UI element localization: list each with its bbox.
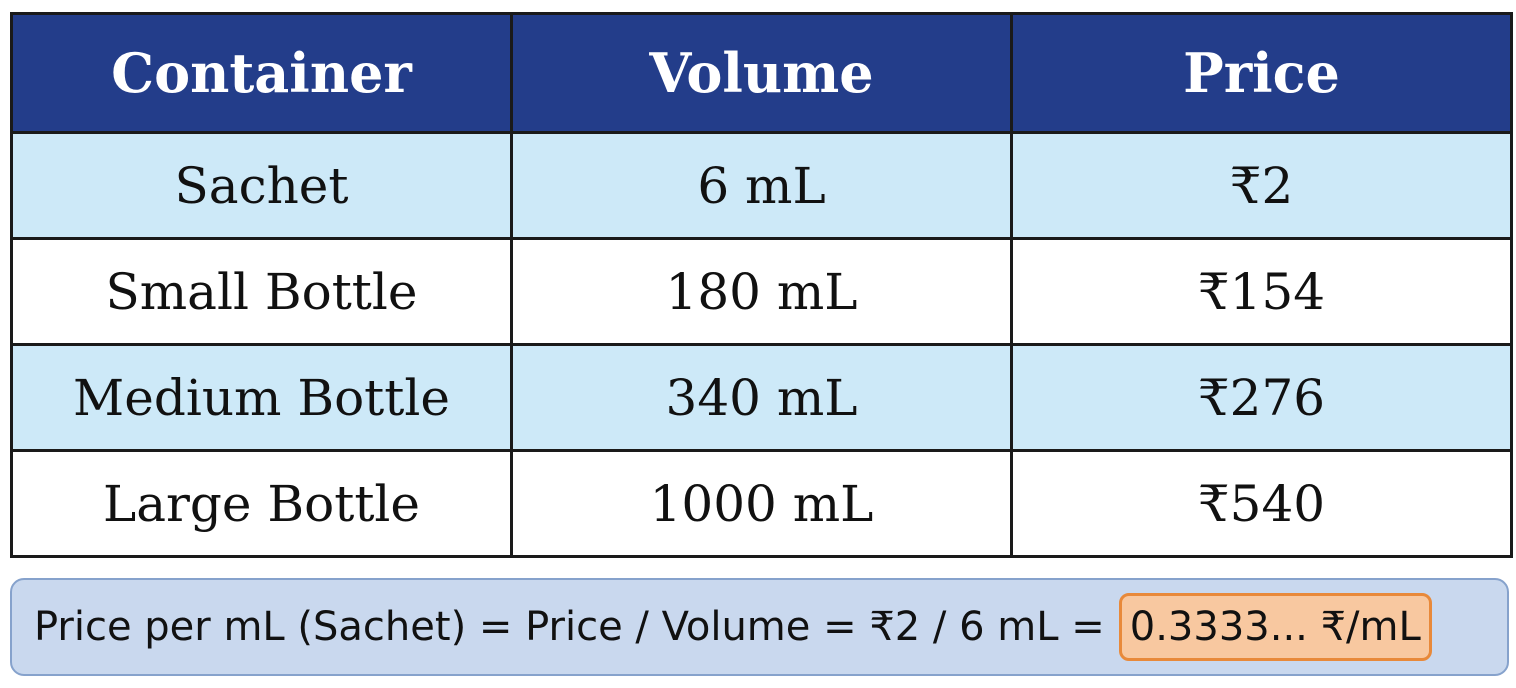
formula-text: Price per mL (Sachet) = Price / Volume =… [34,604,1105,650]
formula-box: Price per mL (Sachet) = Price / Volume =… [10,578,1509,676]
table-cell: ₹2 [1010,131,1513,240]
table-cell: 340 mL [510,343,1013,452]
table-cell: Medium Bottle [10,343,513,452]
header-cell: Price [1010,12,1513,134]
table-cell: ₹276 [1010,343,1513,452]
table-cell: 180 mL [510,237,1013,346]
table-cell: ₹540 [1010,449,1513,558]
table-row: Large Bottle 1000 mL ₹540 [10,449,1513,558]
table-row: Sachet 6 mL ₹2 [10,131,1513,240]
formula-result: 0.3333... ₹/mL [1118,593,1432,661]
table-cell: 1000 mL [510,449,1013,558]
table-body: Sachet 6 mL ₹2 Small Bottle 180 mL ₹154 Medium… [10,131,1513,558]
table-cell: Sachet [10,131,513,240]
table-cell: ₹154 [1010,237,1513,346]
table-cell: Large Bottle [10,449,513,558]
header-row: Container Volume Price [10,12,1513,134]
header-cell: Container [10,12,513,134]
table-cell: 6 mL [510,131,1013,240]
table-cell: Small Bottle [10,237,513,346]
price-table: Container Volume Price Sachet 6 mL ₹2 Small… [10,12,1513,558]
header-cell: Volume [510,12,1013,134]
table-row: Medium Bottle 340 mL ₹276 [10,343,1513,452]
table-row: Small Bottle 180 mL ₹154 [10,237,1513,346]
